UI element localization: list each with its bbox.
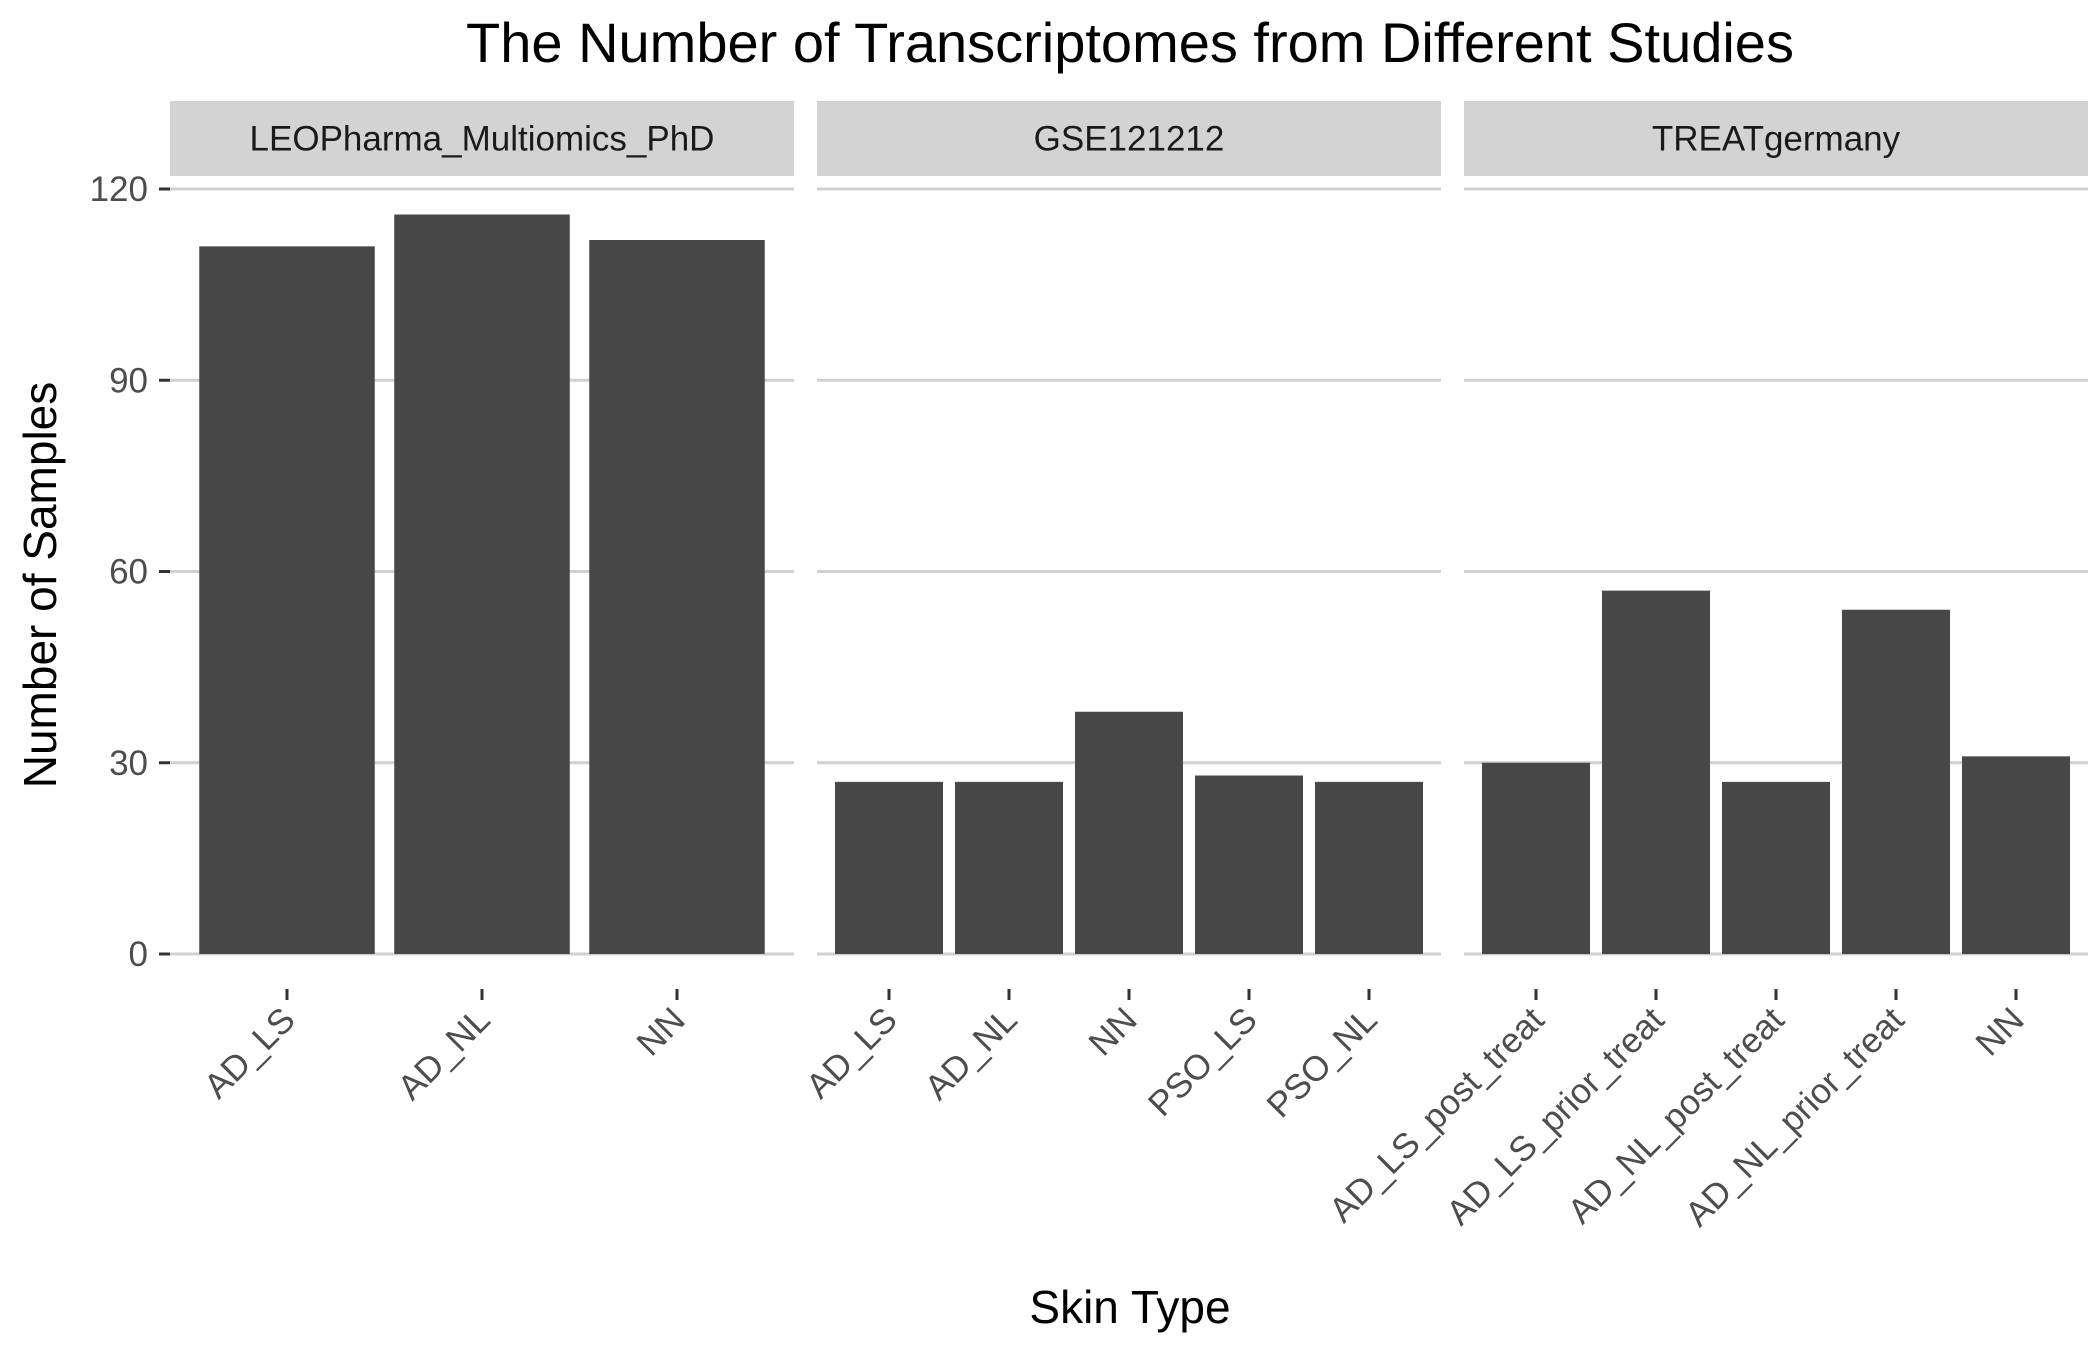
facet-strip: [1464, 101, 2088, 176]
x-tick-label: AD_LS_prior_treat: [1439, 1000, 1672, 1233]
x-tick-label: PSO_LS: [1141, 1000, 1265, 1124]
facet-strip: [817, 101, 1441, 176]
bar: [589, 240, 765, 954]
bar: [394, 214, 570, 954]
x-tick-label: NN: [1968, 1000, 2031, 1063]
bar: [1962, 756, 2070, 954]
y-axis: 0 30 60 90 120: [90, 170, 170, 974]
y-tick-label: 120: [90, 170, 148, 209]
bar: [1602, 590, 1710, 954]
bar: [955, 781, 1063, 954]
bar: [199, 246, 375, 954]
y-tick-label: 90: [109, 361, 148, 400]
y-tick-label: 60: [109, 553, 148, 592]
bar: [1842, 609, 1950, 954]
x-tick-label: AD_LS: [197, 1000, 303, 1106]
chart-title: The Number of Transcriptomes from Differ…: [466, 11, 1794, 74]
bar: [1195, 775, 1303, 954]
bar: [835, 781, 943, 954]
y-axis-title: Number of Samples: [14, 382, 66, 789]
facet-strip: [170, 101, 794, 176]
x-tick-label: PSO_NL: [1259, 1000, 1384, 1125]
bar: [1315, 781, 1423, 954]
x-tick-label: AD_NL: [390, 1000, 497, 1107]
bar: [1482, 762, 1590, 954]
x-tick-label: NN: [1081, 1000, 1144, 1063]
bar: [1075, 711, 1183, 954]
x-tick-label: NN: [629, 1000, 692, 1063]
bar: [1722, 781, 1830, 954]
facet-panel: LEOPharma_Multiomics_PhD AD_LS AD_NL NN: [170, 101, 794, 1107]
y-tick-label: 0: [129, 935, 148, 974]
facet-panel: TREATgermanyAD_LS_post_treatAD_LS_prior_…: [1322, 101, 2088, 1234]
x-tick-label: AD_NL_post_treat: [1560, 1000, 1791, 1231]
facet-strip-label: GSE121212: [1034, 120, 1225, 159]
x-tick-label: AD_NL: [917, 1000, 1024, 1107]
x-axis-title: Skin Type: [1029, 1281, 1230, 1333]
facet-strip-label: TREATgermany: [1652, 120, 1901, 159]
y-tick-label: 30: [109, 744, 148, 783]
facet-strip-label: LEOPharma_Multiomics_PhD: [250, 120, 715, 159]
x-tick-label: AD_NL_prior_treat: [1678, 1000, 1912, 1234]
x-tick-label: AD_LS: [799, 1000, 905, 1106]
